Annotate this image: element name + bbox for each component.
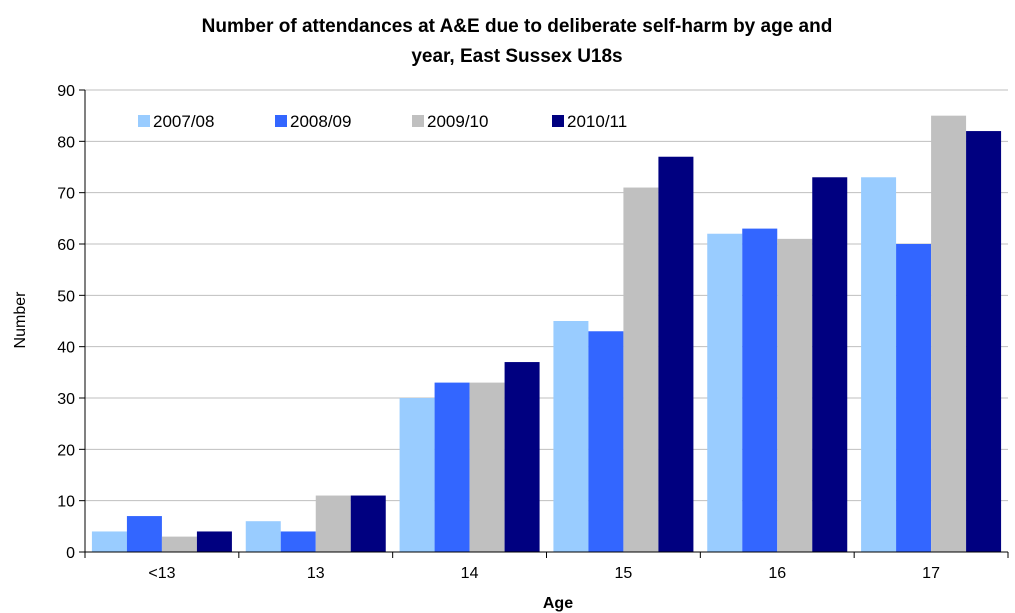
bar-2008-09-14 (434, 382, 470, 552)
y-tick-label: 60 (57, 237, 75, 254)
bar-2010-11-17 (966, 131, 1002, 553)
legend: 2007/08 2008/09 2009/10 2010/11 (138, 112, 627, 131)
y-tick-label: 20 (57, 442, 75, 459)
bar-2009-10-15 (623, 187, 659, 553)
x-tick-label: <13 (148, 565, 175, 582)
bar-2010-11-14 (504, 362, 540, 552)
bar-2007-08-lt13 (91, 531, 127, 552)
y-tick-label: 90 (57, 83, 75, 100)
y-tick-label: 10 (57, 494, 75, 511)
y-tick-label: 50 (57, 288, 75, 305)
bar-2007-08-16 (707, 233, 743, 552)
legend-swatch (412, 115, 424, 127)
bar-2009-10-16 (777, 238, 813, 552)
y-axis-title: Number (12, 291, 29, 349)
bar-2010-11-lt13 (196, 531, 232, 552)
bar-2008-09-lt13 (126, 516, 162, 552)
bar-2007-08-14 (399, 398, 435, 552)
chart-title-line-1: Number of attendances at A&E due to deli… (202, 16, 833, 37)
legend-label: 2010/11 (567, 112, 627, 131)
x-axis-title: Age (543, 595, 573, 612)
x-tick-label: 13 (307, 565, 325, 582)
bar-2009-10-lt13 (161, 536, 197, 552)
legend-label: 2008/09 (290, 112, 351, 131)
axes (79, 89, 1009, 558)
chart-title-line-2: year, East Sussex U18s (411, 46, 622, 67)
legend-label: 2009/10 (427, 112, 488, 131)
bar-2008-09-17 (896, 244, 932, 552)
y-tick-labels: 0 10 20 30 40 50 60 70 80 90 (57, 83, 75, 562)
bar-2009-10-13 (315, 495, 351, 552)
legend-label: 2007/08 (153, 112, 214, 131)
bar-2010-11-15 (658, 156, 694, 552)
bar-2009-10-14 (469, 382, 505, 552)
y-tick-label: 70 (57, 186, 75, 203)
y-tick-label: 40 (57, 340, 75, 357)
x-tick-label: 16 (768, 565, 786, 582)
bars (91, 115, 1002, 553)
x-tick-label: 17 (922, 565, 940, 582)
x-tick-labels: <13 13 14 15 16 17 (148, 565, 940, 582)
legend-swatch (552, 115, 564, 127)
x-tick-label: 14 (461, 565, 479, 582)
bar-2009-10-17 (931, 115, 967, 553)
y-tick-label: 0 (66, 545, 75, 562)
bar-2008-09-13 (280, 531, 316, 552)
y-tick-label: 80 (57, 134, 75, 151)
bar-2010-11-16 (812, 177, 848, 552)
bar-2007-08-15 (553, 321, 589, 552)
bar-2007-08-17 (861, 177, 897, 552)
x-tick-label: 15 (615, 565, 633, 582)
legend-swatch (138, 115, 150, 127)
bar-2008-09-16 (742, 228, 778, 552)
bar-2010-11-13 (350, 495, 386, 552)
y-tick-label: 30 (57, 391, 75, 408)
legend-swatch (275, 115, 287, 127)
bar-2008-09-15 (588, 331, 624, 552)
bar-2007-08-13 (245, 521, 281, 552)
gridlines (85, 89, 1008, 502)
